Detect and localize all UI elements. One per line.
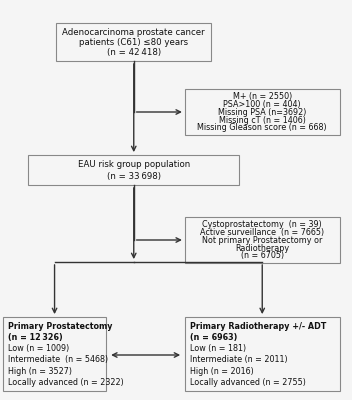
Text: Primary Prostatectomy: Primary Prostatectomy	[8, 322, 112, 331]
Text: (n = 6963): (n = 6963)	[190, 333, 238, 342]
Text: Active surveillance  (n = 7665): Active surveillance (n = 7665)	[200, 228, 324, 237]
Text: EAU risk group population: EAU risk group population	[78, 160, 190, 169]
Text: (n = 12 326): (n = 12 326)	[8, 333, 63, 342]
Text: Locally advanced (n = 2322): Locally advanced (n = 2322)	[8, 378, 124, 387]
Text: Missing cT (n = 1406): Missing cT (n = 1406)	[219, 116, 306, 125]
Text: High (n = 3527): High (n = 3527)	[8, 366, 72, 376]
Text: Intermediate (n = 2011): Intermediate (n = 2011)	[190, 356, 288, 364]
Text: Cystoprostatectomy  (n = 39): Cystoprostatectomy (n = 39)	[202, 220, 322, 229]
FancyBboxPatch shape	[3, 317, 106, 391]
Text: Missing Gleason score (n = 668): Missing Gleason score (n = 668)	[197, 124, 327, 132]
FancyBboxPatch shape	[185, 317, 340, 391]
FancyBboxPatch shape	[185, 89, 340, 135]
Text: Low (n = 1009): Low (n = 1009)	[8, 344, 69, 353]
Text: High (n = 2016): High (n = 2016)	[190, 366, 254, 376]
Text: patients (C61) ≤80 years: patients (C61) ≤80 years	[79, 38, 188, 47]
FancyBboxPatch shape	[185, 217, 340, 263]
Text: Low (n = 181): Low (n = 181)	[190, 344, 246, 353]
FancyBboxPatch shape	[56, 23, 211, 61]
Text: Radiotherapy: Radiotherapy	[235, 244, 289, 253]
Text: (n = 42 418): (n = 42 418)	[107, 48, 161, 57]
Text: Missing PSA (n=3692): Missing PSA (n=3692)	[218, 108, 307, 117]
Text: M+ (n = 2550): M+ (n = 2550)	[233, 92, 292, 101]
Text: (n = 6705): (n = 6705)	[241, 252, 284, 260]
FancyBboxPatch shape	[28, 155, 239, 185]
Text: (n = 33 698): (n = 33 698)	[107, 172, 161, 181]
Text: Primary Radiotherapy +/- ADT: Primary Radiotherapy +/- ADT	[190, 322, 326, 331]
Text: Adenocarcinoma prostate cancer: Adenocarcinoma prostate cancer	[62, 28, 205, 37]
Text: Not primary Prostatectomy or: Not primary Prostatectomy or	[202, 236, 322, 245]
Text: Intermediate  (n = 5468): Intermediate (n = 5468)	[8, 356, 108, 364]
Text: PSA>100 (n = 404): PSA>100 (n = 404)	[224, 100, 301, 109]
Text: Locally advanced (n = 2755): Locally advanced (n = 2755)	[190, 378, 306, 387]
